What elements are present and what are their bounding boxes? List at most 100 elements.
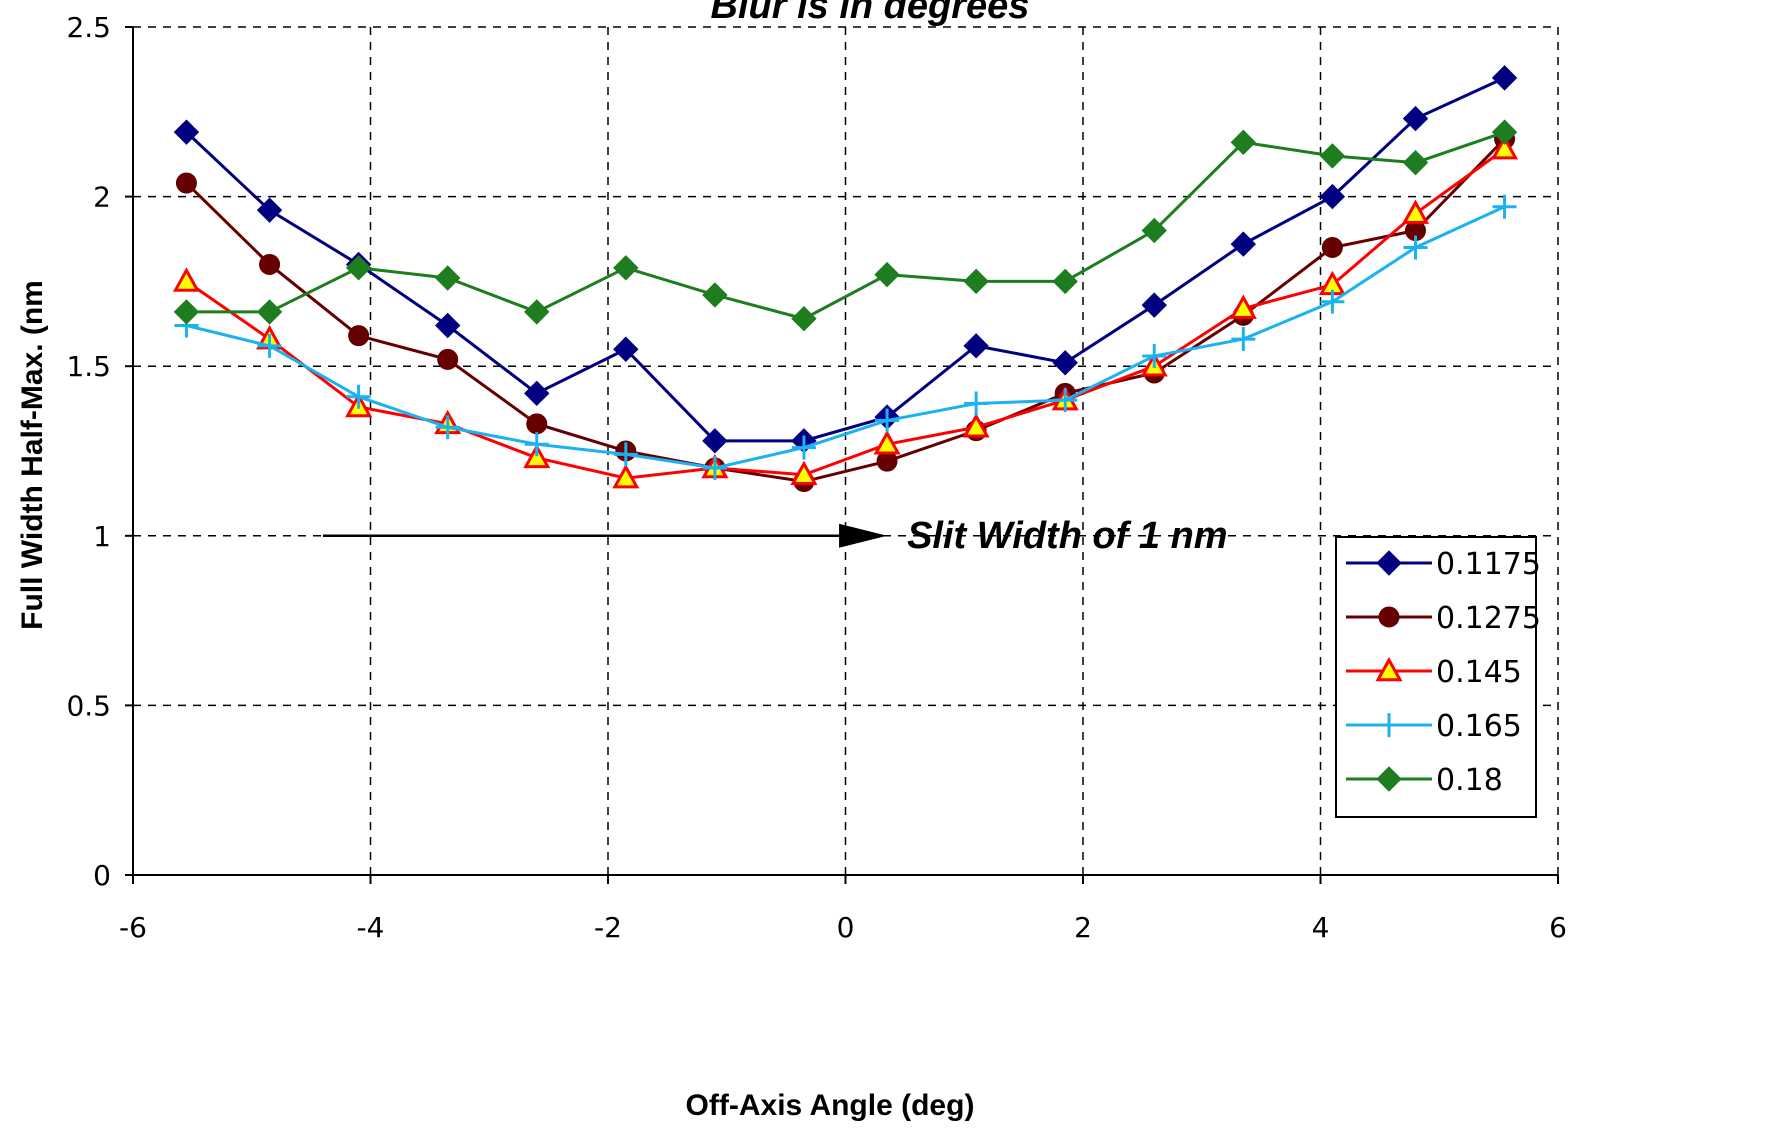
- annotation-arrowhead: [839, 523, 888, 548]
- data-point: [1142, 344, 1167, 369]
- data-point: [612, 464, 640, 489]
- data-point: [702, 282, 728, 308]
- legend-marker: [1378, 606, 1400, 628]
- annotation: Slit Width of 1 nm: [323, 515, 1228, 557]
- data-point: [173, 119, 200, 145]
- data-point: [613, 336, 639, 362]
- y-tick-label: 0: [93, 859, 111, 892]
- x-tick-label: 2: [1074, 911, 1092, 944]
- x-tick-label: -2: [594, 911, 622, 944]
- data-point: [1052, 350, 1078, 376]
- series-0.1175: [173, 65, 1518, 454]
- data-point: [1230, 231, 1257, 257]
- legend-label: 0.145: [1436, 655, 1522, 690]
- data-point: [962, 413, 990, 438]
- series-line: [185, 147, 1506, 480]
- y-tick-label: 2.5: [66, 11, 111, 44]
- legend-item: 0.18: [1346, 763, 1503, 798]
- legend-marker: [1377, 713, 1401, 737]
- legend: 0.1175 0.1275 0.145 0.165 0.18: [1335, 536, 1541, 818]
- y-tick-label: 1: [93, 520, 111, 553]
- data-point: [963, 333, 989, 359]
- x-tick-label: 0: [837, 911, 855, 944]
- data-point: [1231, 327, 1256, 352]
- data-point: [435, 415, 460, 440]
- data-point: [256, 299, 283, 325]
- data-point: [1052, 268, 1078, 295]
- data-point: [963, 268, 989, 295]
- series-line: [185, 137, 1506, 484]
- axes: [125, 26, 1559, 884]
- data-point: [172, 267, 200, 292]
- data-point: [346, 384, 371, 409]
- legend-item: 0.165: [1346, 709, 1522, 744]
- legend-box: [1335, 536, 1537, 818]
- series-line: [185, 76, 1506, 443]
- data-point: [1403, 235, 1428, 260]
- legend-item: 0.1175: [1346, 547, 1541, 582]
- data-point: [1491, 119, 1518, 145]
- data-point: [702, 428, 728, 454]
- data-point: [345, 255, 372, 281]
- legend-marker: [1376, 550, 1402, 576]
- data-point: [964, 391, 989, 416]
- data-point: [1402, 149, 1429, 176]
- data-point: [524, 299, 550, 325]
- x-tick-label: 4: [1312, 911, 1330, 944]
- legend-label: 0.18: [1436, 763, 1503, 798]
- legend-label: 0.165: [1436, 709, 1522, 744]
- data-point: [1491, 135, 1519, 160]
- x-tick-label: -6: [119, 911, 147, 944]
- data-point: [1321, 236, 1343, 258]
- data-point: [613, 255, 639, 281]
- data-point: [175, 172, 197, 194]
- legend-marker: [1376, 766, 1402, 792]
- series-line: [186, 205, 1506, 470]
- data-point: [1230, 129, 1257, 156]
- data-point: [1401, 199, 1430, 224]
- legend-label: 0.1275: [1436, 601, 1541, 636]
- data-point: [434, 265, 461, 291]
- annotation-text: Slit Width of 1 nm: [907, 515, 1228, 557]
- data-point: [1402, 105, 1429, 132]
- data-point: [1053, 388, 1078, 413]
- x-tick-label: 6: [1549, 911, 1567, 944]
- legend-item: 0.1275: [1346, 601, 1541, 636]
- data-point: [524, 380, 550, 407]
- data-point: [1491, 65, 1518, 91]
- data-point: [173, 299, 200, 325]
- data-point: [791, 306, 817, 332]
- data-point: [256, 197, 283, 223]
- data-point: [874, 261, 900, 288]
- data-point: [523, 443, 551, 469]
- data-point: [526, 413, 548, 435]
- data-point: [791, 435, 816, 460]
- y-tick-label: 0.5: [66, 689, 111, 722]
- tick-labels: -6 -4 -2 0 2 4 6 0 0.5 1 1.5 2 2.5: [66, 11, 1566, 944]
- data-point: [873, 430, 901, 455]
- data-point: [1141, 292, 1167, 318]
- legend-item: 0.145: [1346, 655, 1522, 690]
- data-point: [702, 455, 727, 480]
- data-point: [437, 348, 459, 370]
- chart-title: Blur is in degrees: [711, 0, 1030, 27]
- data-point: [259, 253, 281, 275]
- data-series: [172, 65, 1519, 493]
- data-point: [434, 312, 461, 339]
- series-0.18: [173, 119, 1518, 332]
- data-point: [1492, 194, 1517, 219]
- y-axis-title: Full Width Half-Max. (nm: [16, 280, 49, 630]
- data-point: [348, 325, 370, 347]
- data-point: [1319, 183, 1346, 210]
- data-point: [524, 432, 549, 457]
- data-point: [875, 408, 900, 433]
- legend-label: 0.1175: [1436, 547, 1541, 582]
- y-tick-label: 1.5: [66, 350, 111, 383]
- x-axis-title: Off-Axis Angle (deg): [686, 1089, 975, 1122]
- series-0.145: [172, 135, 1519, 489]
- data-point: [257, 333, 282, 358]
- data-point: [790, 460, 818, 486]
- legend-marker: [1375, 656, 1403, 682]
- y-tick-label: 2: [93, 181, 111, 214]
